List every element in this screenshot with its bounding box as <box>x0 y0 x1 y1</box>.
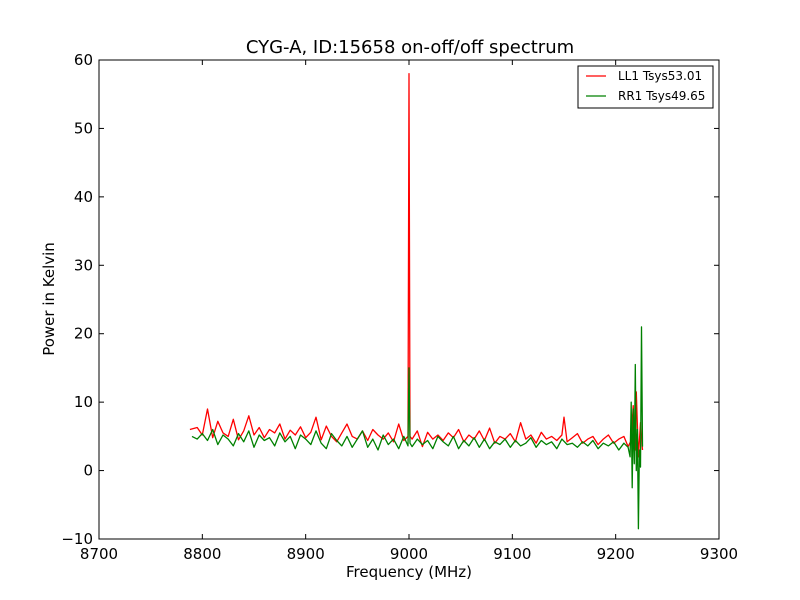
x-tick-label: 9300 <box>700 545 738 563</box>
y-axis: −10 0 10 20 30 40 50 60 <box>61 51 719 548</box>
plot-area <box>189 73 644 530</box>
legend-box <box>577 65 714 109</box>
x-axis: 8700 8800 8900 9000 9100 9200 9300 <box>80 60 738 563</box>
y-tick-label: 50 <box>74 119 93 137</box>
y-tick-label: 40 <box>74 188 93 206</box>
y-axis-label: Power in Kelvin <box>40 242 58 356</box>
y-tick-label: 20 <box>74 325 93 343</box>
legend-label-ll1: LL1 Tsys53.01 <box>618 69 702 83</box>
x-tick-label: 8900 <box>287 545 325 563</box>
legend: LL1 Tsys53.01 RR1 Tsys49.65 <box>577 65 714 109</box>
y-tick-label: 30 <box>74 256 93 274</box>
chart-title: CYG-A, ID:15658 on-off/off spectrum <box>246 37 574 58</box>
x-tick-label: 8700 <box>80 545 118 563</box>
x-tick-label: 9200 <box>597 545 635 563</box>
y-tick-label: 60 <box>74 51 93 69</box>
legend-label-rr1: RR1 Tsys49.65 <box>618 89 705 103</box>
x-tick-label: 9000 <box>390 545 428 563</box>
y-tick-label: 10 <box>74 393 93 411</box>
series-line-rr1 <box>191 326 644 530</box>
y-tick-label: 0 <box>83 462 93 480</box>
x-tick-label: 9100 <box>493 545 531 563</box>
x-axis-label: Frequency (MHz) <box>346 563 472 581</box>
y-tick-label: −10 <box>61 530 93 548</box>
x-tick-label: 8800 <box>183 545 221 563</box>
